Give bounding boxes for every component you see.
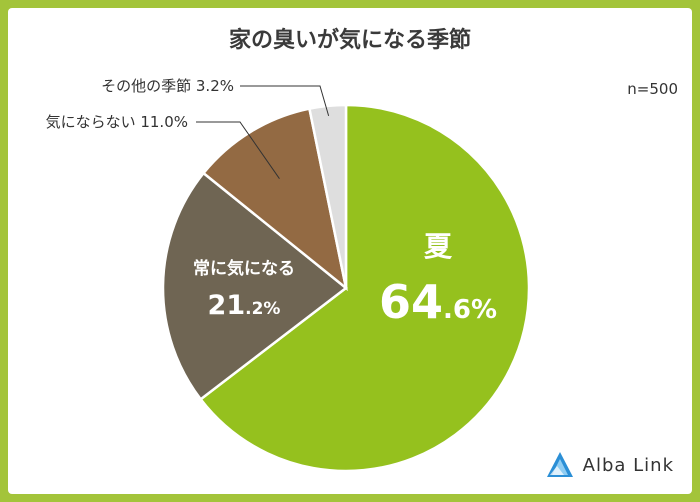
leader-line-other	[240, 85, 330, 117]
slice-value-summer: 64.6%	[379, 275, 497, 329]
callout-label-never: 気にならない 11.0%	[46, 113, 188, 131]
slice-label-summer: 夏	[424, 230, 453, 263]
brand-logo: Alba Link	[545, 450, 674, 480]
sample-size-label: n=500	[627, 80, 678, 98]
slice-label-always: 常に気になる	[193, 258, 295, 279]
slice-value-always: 21.2%	[208, 290, 281, 321]
pie-slice-0	[198, 103, 531, 473]
chart-panel: 家の臭いが気になる季節 n=500 夏 64.6% 常に気になる 21.2% 気にならな…	[8, 8, 692, 494]
pie-slice-1	[161, 171, 349, 402]
pie-slice-2	[201, 107, 348, 292]
chart-title: 家の臭いが気になる季節	[228, 28, 471, 53]
callout-label-other: その他の季節 3.2%	[101, 77, 234, 95]
pie-chart: 夏 64.6% 常に気になる 21.2% 気にならない 11.0% その他の季節 3.2%	[46, 77, 531, 473]
triangle-logo-icon	[546, 452, 573, 477]
leader-line-never	[196, 121, 280, 179]
pie-slice-3	[307, 103, 348, 289]
brand-name: Alba Link	[582, 454, 674, 476]
